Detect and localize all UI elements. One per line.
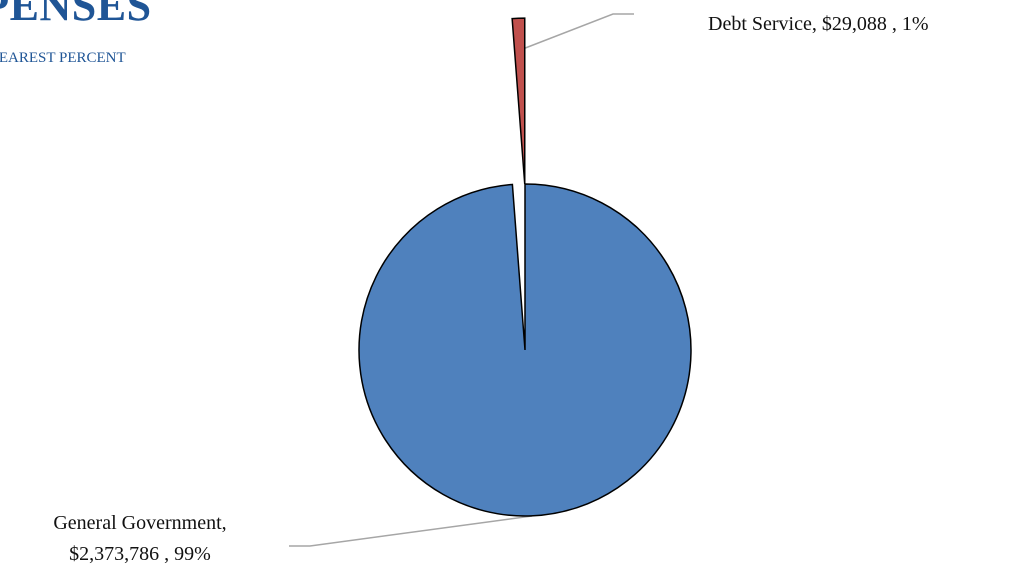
data-label-general-government-line2: $2,373,786 , 99% <box>69 543 211 565</box>
page-title: XPENSES <box>0 0 152 30</box>
data-label-general-government-line1: General Government, <box>53 512 226 534</box>
leader-line-debt-service <box>514 13 634 53</box>
leader-line-general-government <box>289 515 533 547</box>
data-label-debt-service: Debt Service, $29,088 , 1% <box>708 13 929 35</box>
pie-slice-debt-service[interactable] <box>511 17 526 185</box>
page-subtitle: NEAREST PERCENT <box>0 50 126 66</box>
pie-slice-general-government[interactable] <box>358 183 692 517</box>
